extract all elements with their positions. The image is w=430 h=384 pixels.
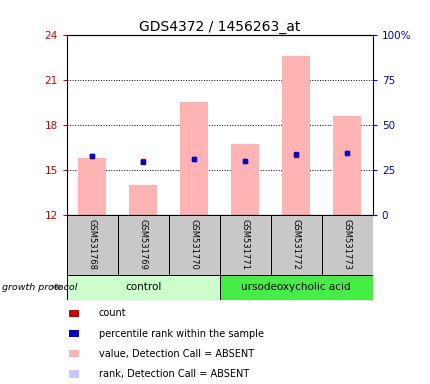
Bar: [180, 102, 208, 215]
Text: value, Detection Call = ABSENT: value, Detection Call = ABSENT: [98, 349, 253, 359]
Text: GSM531772: GSM531772: [291, 219, 300, 270]
Bar: [219, 215, 270, 275]
Text: GSM531769: GSM531769: [138, 219, 147, 270]
Bar: [129, 185, 157, 215]
Bar: [69, 310, 79, 317]
Text: GSM531773: GSM531773: [342, 219, 351, 270]
Bar: [191, 157, 197, 162]
Bar: [270, 215, 321, 275]
Bar: [169, 215, 219, 275]
Text: control: control: [125, 282, 161, 292]
Bar: [344, 151, 350, 156]
Text: GSM531768: GSM531768: [88, 219, 97, 270]
Bar: [67, 215, 117, 275]
Bar: [140, 160, 146, 164]
Bar: [292, 153, 299, 157]
Bar: [219, 275, 372, 300]
Bar: [67, 275, 219, 300]
Bar: [78, 158, 106, 215]
Text: GSM531770: GSM531770: [189, 219, 198, 270]
Text: rank, Detection Call = ABSENT: rank, Detection Call = ABSENT: [98, 369, 249, 379]
Title: GDS4372 / 1456263_at: GDS4372 / 1456263_at: [139, 20, 300, 33]
Bar: [69, 370, 79, 377]
Text: GSM531771: GSM531771: [240, 219, 249, 270]
Bar: [282, 56, 310, 215]
Text: count: count: [98, 308, 126, 318]
Bar: [231, 144, 259, 215]
Bar: [242, 159, 248, 164]
Bar: [69, 330, 79, 337]
Bar: [89, 154, 95, 159]
Bar: [117, 215, 169, 275]
Bar: [69, 350, 79, 358]
Text: percentile rank within the sample: percentile rank within the sample: [98, 329, 263, 339]
Text: growth protocol: growth protocol: [2, 283, 77, 291]
Bar: [332, 116, 360, 215]
Bar: [321, 215, 372, 275]
Text: ursodeoxycholic acid: ursodeoxycholic acid: [241, 282, 350, 292]
